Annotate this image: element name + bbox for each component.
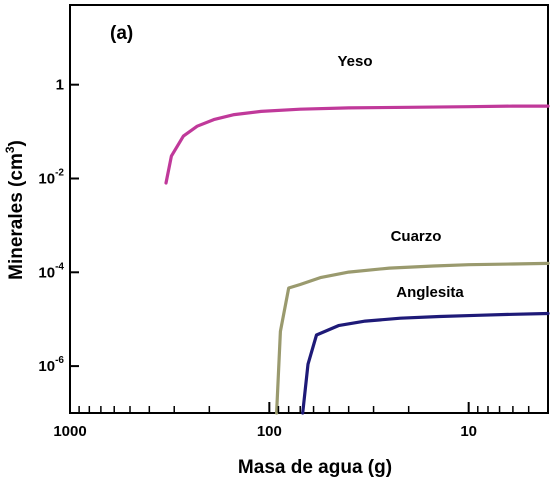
plot-frame	[69, 4, 549, 414]
chart-labels: (a) Masa de agua (g) Minerales (cm3)	[3, 23, 392, 478]
series-line-yeso	[164, 104, 550, 185]
y-axis-label-superscript: 3	[3, 146, 17, 153]
x-tick-label: 10	[460, 423, 477, 440]
series-label-anglesita: Anglesita	[396, 284, 464, 301]
y-tick-label: 1	[56, 77, 64, 94]
y-tick-label: 10-2	[38, 167, 64, 187]
plot-area	[69, 4, 549, 414]
y-tick-base: 10	[38, 264, 55, 281]
y-axis-label-close: )	[6, 140, 27, 146]
y-tick-base: 10	[38, 170, 55, 187]
x-axis-ticks: 1000 100 10	[53, 402, 549, 440]
x-tick-label: 1000	[53, 423, 86, 440]
panel-label: (a)	[110, 23, 133, 44]
x-axis-label: Masa de agua (g)	[238, 457, 392, 478]
series-label-cuarzo: Cuarzo	[391, 228, 442, 245]
x-tick-label: 100	[257, 423, 282, 440]
y-axis-ticks: 110-210-410-6	[38, 77, 79, 375]
y-tick-exponent: -2	[55, 167, 64, 178]
y-tick-label: 10-4	[38, 261, 64, 281]
y-tick-base: 1	[56, 77, 64, 94]
y-tick-base: 10	[38, 358, 55, 375]
y-tick-exponent: -6	[55, 355, 64, 366]
y-axis-label: Minerales (cm3)	[3, 140, 27, 280]
series-line-anglesita	[301, 311, 550, 415]
y-axis-label-main: Minerales (cm	[6, 153, 27, 280]
y-tick-exponent: -4	[55, 261, 64, 272]
series-label-yeso: Yeso	[337, 53, 372, 70]
series-curves: Yeso Cuarzo Anglesita	[164, 53, 550, 415]
series-line-cuarzo	[275, 261, 550, 415]
y-tick-label: 10-6	[38, 355, 64, 375]
